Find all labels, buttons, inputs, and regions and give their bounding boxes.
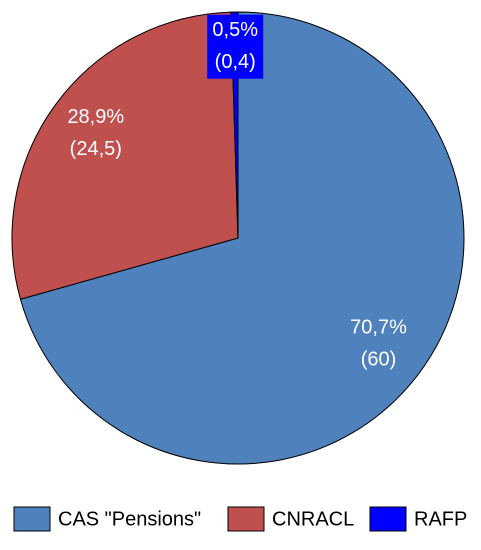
legend-swatch	[227, 506, 265, 532]
amount-label: (60)	[361, 349, 397, 371]
data-label: 0,5%	[212, 19, 258, 41]
amount-label: (24,5)	[70, 138, 122, 160]
legend-swatch	[369, 506, 407, 532]
pie-slice	[19, 11, 465, 465]
data-label: 28,9%	[67, 106, 124, 128]
label-box	[207, 14, 264, 79]
legend-label: RAFP	[414, 508, 467, 530]
pie-slice	[11, 11, 239, 300]
legend-label: CAS "Pensions"	[58, 508, 201, 530]
data-label: 70,7%	[350, 317, 407, 339]
amount-label: (0,4)	[215, 51, 256, 73]
legend-label: CNRACL	[272, 508, 354, 530]
legend-swatch	[13, 506, 51, 532]
